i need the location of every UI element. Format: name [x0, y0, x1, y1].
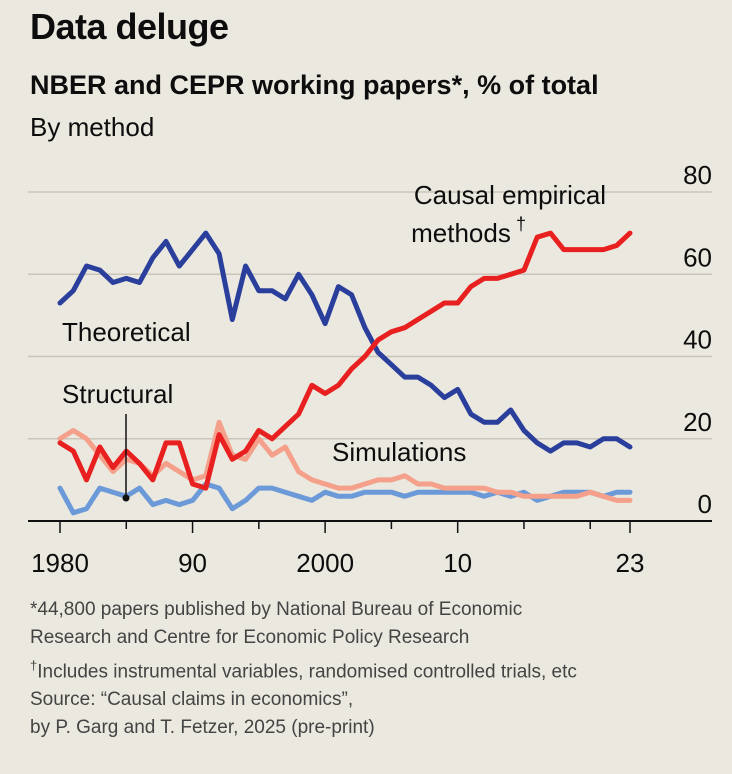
y-tick-label: 20 — [683, 407, 712, 437]
y-tick-label: 80 — [683, 160, 712, 190]
simulations-label: Simulations — [332, 437, 466, 467]
theoretical-label: Theoretical — [62, 317, 191, 347]
causal-dagger: † — [516, 214, 526, 234]
y-tick-label: 40 — [683, 325, 712, 355]
x-tick-label: 2000 — [296, 548, 354, 578]
causal-label-line1: Causal empirical — [414, 180, 606, 210]
causal-label-line2: methods — [411, 218, 511, 248]
y-tick-label: 0 — [698, 489, 712, 519]
series-line-simulations — [57, 481, 633, 516]
structural-label: Structural — [62, 379, 173, 409]
footnote-includes-text: Includes instrumental variables, randomi… — [37, 661, 577, 683]
footnote-institutions: Research and Centre for Economic Policy … — [30, 627, 470, 648]
x-tick-label: 10 — [443, 548, 472, 578]
line-chart: 0 20 40 60 80 1980 90 2000 10 23 Causal empirica… — [28, 160, 712, 578]
structural-leader-dot — [122, 494, 130, 502]
footnote-source: Source: “Causal claims in economics”, — [30, 689, 354, 711]
footnote-dagger: † — [30, 658, 38, 673]
y-tick-label: 60 — [683, 242, 712, 272]
series-line-causal-empirical-methods — [57, 230, 633, 491]
x-tick-label: 90 — [178, 548, 207, 578]
series-line-theoretical — [57, 230, 633, 454]
chart-subtitle: NBER and CEPR working papers*, % of tota… — [30, 70, 599, 100]
footnote-papers: *44,800 papers published by National Bur… — [30, 599, 523, 620]
chart-title: Data deluge — [30, 6, 229, 47]
footnotes: *44,800 papers published by National Bur… — [30, 596, 577, 742]
x-tick-label: 1980 — [31, 548, 89, 578]
x-tick-label: 23 — [616, 548, 645, 578]
footnote-authors: by P. Garg and T. Fetzer, 2025 (pre-prin… — [30, 717, 375, 739]
chart-subtitle-method: By method — [30, 112, 155, 142]
footnote-includes: †Includes instrumental variables, random… — [30, 652, 577, 686]
